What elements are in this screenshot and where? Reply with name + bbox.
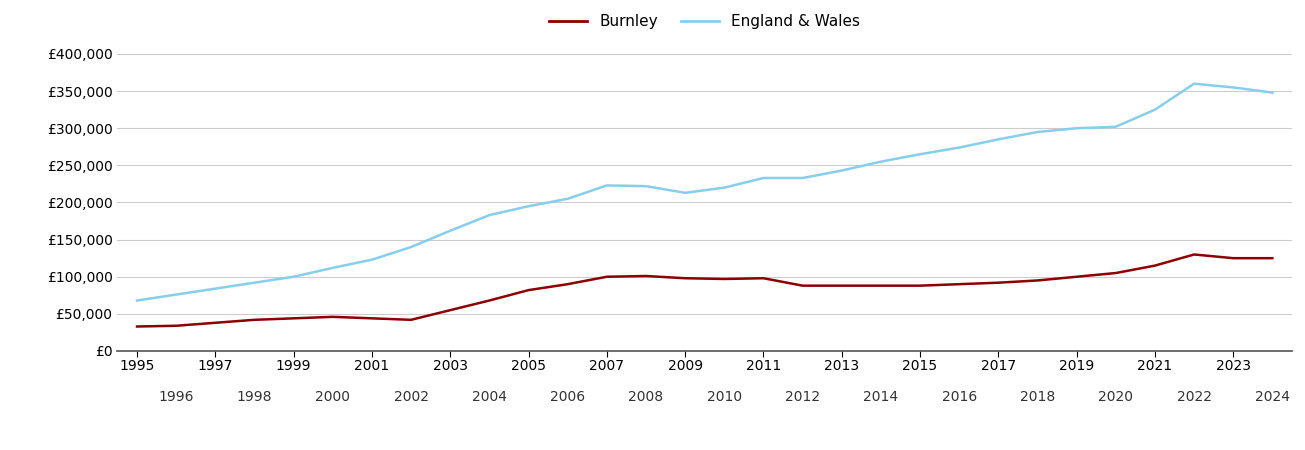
Text: 2008: 2008 xyxy=(629,390,663,404)
England & Wales xyxy=(560,196,576,202)
England & Wales xyxy=(521,203,536,209)
England & Wales xyxy=(403,244,419,250)
Burnley xyxy=(325,314,341,319)
Burnley xyxy=(1225,256,1241,261)
Burnley xyxy=(207,320,223,325)
Burnley xyxy=(286,315,301,321)
Burnley xyxy=(873,283,889,288)
Burnley xyxy=(364,315,380,321)
England & Wales xyxy=(951,145,967,150)
England & Wales xyxy=(1147,107,1163,112)
Text: 2000: 2000 xyxy=(316,390,350,404)
England & Wales xyxy=(207,286,223,291)
Line: Burnley: Burnley xyxy=(137,255,1272,327)
Burnley xyxy=(638,273,654,279)
Text: 2004: 2004 xyxy=(472,390,506,404)
Burnley xyxy=(1030,278,1045,283)
Burnley xyxy=(560,282,576,287)
Text: 2012: 2012 xyxy=(786,390,820,404)
England & Wales xyxy=(873,159,889,164)
Text: 2018: 2018 xyxy=(1019,390,1056,404)
England & Wales xyxy=(1069,126,1084,131)
England & Wales xyxy=(286,274,301,279)
Text: 2016: 2016 xyxy=(941,390,977,404)
Burnley xyxy=(756,275,771,281)
England & Wales xyxy=(677,190,693,196)
Text: 2010: 2010 xyxy=(707,390,741,404)
Burnley xyxy=(1069,274,1084,279)
Burnley xyxy=(482,298,497,303)
England & Wales xyxy=(716,185,732,190)
England & Wales xyxy=(912,152,928,157)
England & Wales xyxy=(364,257,380,262)
Text: 1996: 1996 xyxy=(158,390,194,404)
Text: 2020: 2020 xyxy=(1099,390,1133,404)
Text: 1998: 1998 xyxy=(236,390,273,404)
Text: 2006: 2006 xyxy=(551,390,585,404)
Burnley xyxy=(834,283,850,288)
England & Wales xyxy=(129,298,145,303)
Burnley xyxy=(716,276,732,282)
Burnley xyxy=(912,283,928,288)
England & Wales xyxy=(482,212,497,218)
England & Wales xyxy=(1030,129,1045,135)
Text: 2024: 2024 xyxy=(1255,390,1289,404)
Burnley xyxy=(795,283,810,288)
England & Wales xyxy=(638,184,654,189)
England & Wales xyxy=(834,168,850,173)
England & Wales xyxy=(1265,90,1280,95)
Burnley xyxy=(442,307,458,313)
Burnley xyxy=(1265,256,1280,261)
England & Wales xyxy=(168,292,184,297)
England & Wales xyxy=(442,228,458,234)
Text: 2002: 2002 xyxy=(394,390,428,404)
Burnley xyxy=(1147,263,1163,268)
Burnley xyxy=(1186,252,1202,257)
Burnley xyxy=(168,323,184,328)
Burnley xyxy=(1108,270,1124,276)
England & Wales xyxy=(990,137,1006,142)
England & Wales xyxy=(756,176,771,181)
Burnley xyxy=(599,274,615,279)
England & Wales xyxy=(1186,81,1202,86)
England & Wales xyxy=(325,265,341,270)
Burnley xyxy=(677,275,693,281)
England & Wales xyxy=(795,176,810,181)
England & Wales xyxy=(247,280,262,285)
Legend: Burnley, England & Wales: Burnley, England & Wales xyxy=(543,8,867,36)
Line: England & Wales: England & Wales xyxy=(137,84,1272,301)
Text: 2014: 2014 xyxy=(864,390,898,404)
England & Wales xyxy=(599,183,615,188)
Burnley xyxy=(129,324,145,329)
England & Wales xyxy=(1108,124,1124,130)
Burnley xyxy=(521,288,536,293)
Text: 2022: 2022 xyxy=(1177,390,1211,404)
Burnley xyxy=(247,317,262,323)
Burnley xyxy=(403,317,419,323)
England & Wales xyxy=(1225,85,1241,90)
Burnley xyxy=(951,282,967,287)
Burnley xyxy=(990,280,1006,285)
